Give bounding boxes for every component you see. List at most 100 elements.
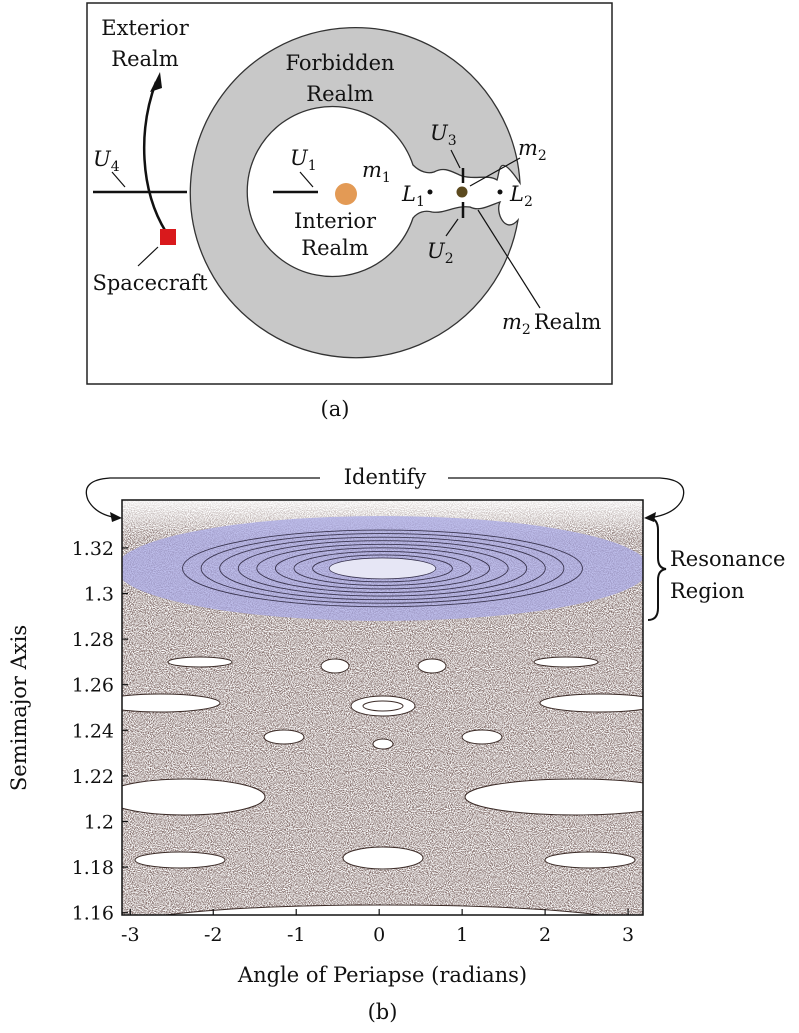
subscript: 1 [308, 158, 317, 174]
y-tick-label: 1.16 [72, 903, 114, 925]
label: Forbidden [285, 51, 394, 75]
label: m2 [518, 136, 547, 164]
invariant-curve [293, 550, 472, 586]
plot-frame [121, 499, 644, 916]
mass-m2 [456, 186, 468, 198]
panel-a: Exterior Realm Forbidden Realm Interior … [86, 2, 613, 421]
identify-arrow [448, 477, 685, 519]
label: m2 Realm [502, 310, 601, 338]
island [464, 778, 643, 816]
symbol: m [362, 158, 382, 182]
island [122, 693, 221, 713]
arrowhead [110, 512, 122, 522]
subscript: 3 [448, 133, 457, 149]
y-tick-label: 1.32 [72, 538, 114, 560]
island [544, 851, 636, 869]
leader [477, 209, 541, 309]
x-tick-label: 2 [539, 924, 551, 946]
y-tick-label: 1.22 [72, 766, 114, 788]
label: Realm [111, 47, 178, 71]
symbol: U [430, 121, 449, 145]
island [533, 656, 599, 668]
x-tick-label: 3 [622, 924, 634, 946]
identify-label: Identify [344, 465, 427, 489]
x-tick-label: 1 [456, 924, 468, 946]
resonance-layer [122, 515, 643, 621]
subscript: 2 [524, 194, 533, 210]
label: U3 [430, 121, 457, 149]
island [372, 738, 394, 750]
text: Realm [534, 310, 601, 334]
x-tick-label: -1 [287, 924, 306, 946]
mass-m1 [335, 183, 357, 205]
identify-arrow [85, 477, 320, 519]
resonance-label: Resonance [670, 547, 785, 571]
arrowhead [150, 72, 162, 92]
y-tick-label: 1.18 [72, 857, 114, 879]
islands [122, 656, 643, 915]
symbol: U [290, 146, 309, 170]
leader [111, 171, 126, 188]
subscript: 2 [538, 148, 547, 164]
subscript: 1 [416, 194, 425, 210]
island [163, 904, 603, 915]
invariant-curve [237, 540, 528, 597]
label: L2 [509, 182, 533, 210]
trajectory [143, 81, 168, 233]
x-tick-label: -2 [204, 924, 223, 946]
label: m1 [362, 158, 391, 186]
subscript: 2 [522, 322, 531, 338]
subscript: 4 [111, 159, 120, 175]
leader [137, 246, 159, 267]
label: U2 [427, 239, 454, 267]
island [362, 700, 404, 712]
spacecraft-marker [160, 229, 176, 245]
y-tick-label: 1.28 [72, 629, 114, 651]
label: Realm [301, 236, 368, 260]
leaders [111, 149, 541, 309]
symbol: U [427, 239, 446, 263]
island [122, 778, 266, 816]
y-tick-label: 1.24 [72, 720, 114, 742]
island [342, 846, 424, 870]
subscript: 1 [382, 170, 391, 186]
symbol: L [509, 182, 524, 206]
symbol: m [518, 136, 538, 160]
invariant-curve [200, 533, 565, 604]
label: Spacecraft [92, 271, 208, 295]
y-tick-label: 1.3 [84, 583, 114, 605]
label: U1 [290, 146, 317, 174]
island [134, 851, 226, 869]
symbol: L [401, 182, 416, 206]
label: U4 [93, 147, 120, 175]
symbol: U [93, 147, 112, 171]
caption: (b) [368, 1000, 398, 1024]
invariant-curve [312, 554, 453, 583]
label: L1 [401, 182, 425, 210]
island [263, 729, 305, 745]
island [417, 658, 447, 674]
island [320, 658, 350, 674]
invariant-curve [256, 543, 509, 593]
island [167, 656, 233, 668]
label: Exterior [101, 16, 189, 40]
invariant-curve [219, 536, 546, 601]
point-l1 [427, 189, 433, 195]
point-l2 [497, 189, 503, 195]
panel-b: 1.16 1.18 1.2 1.22 1.24 1.26 1.28 1.3 1.32 -3 -2 -1… [7, 465, 785, 1024]
y-tick-label: 1.2 [84, 812, 114, 834]
symbol: m [502, 310, 522, 334]
y-tick-label: 1.26 [72, 675, 114, 697]
resonance-label: Region [670, 579, 745, 603]
subscript: 2 [445, 251, 454, 267]
leader [299, 171, 314, 188]
leader [469, 157, 521, 187]
island [539, 693, 643, 713]
x-tick-label: -3 [121, 924, 140, 946]
x-tick-label: 0 [373, 924, 385, 946]
y-axis-label: Semimajor Axis [7, 625, 31, 791]
caption: (a) [321, 397, 350, 421]
leader [450, 149, 461, 169]
